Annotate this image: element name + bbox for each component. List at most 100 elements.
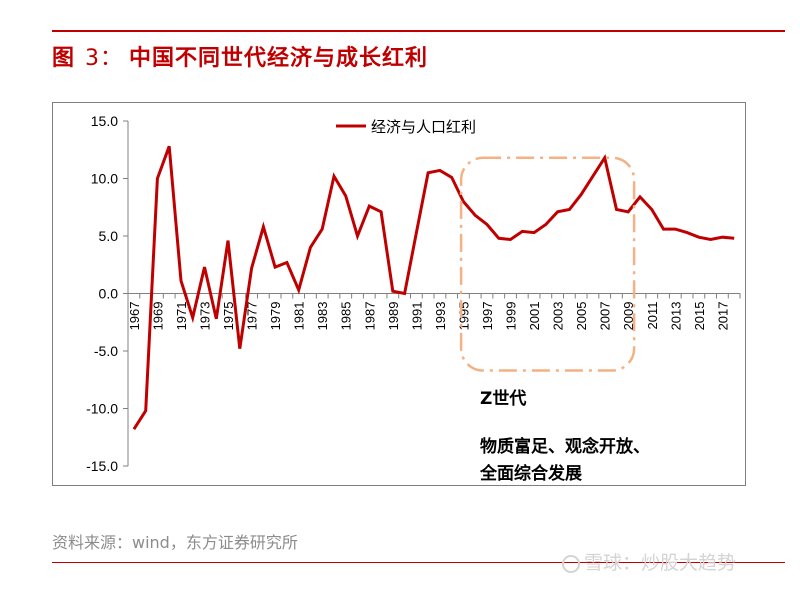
- x-tick-label: 1969: [150, 302, 165, 331]
- data-point: [262, 225, 265, 228]
- data-point: [380, 210, 383, 213]
- watermark: 雪球：炒股大趋势: [562, 548, 736, 575]
- data-point: [168, 145, 171, 148]
- data-point: [509, 238, 512, 241]
- data-point: [591, 175, 594, 178]
- data-point: [403, 292, 406, 295]
- data-point: [156, 177, 159, 180]
- y-tick-label: 10.0: [91, 171, 118, 187]
- data-point: [191, 316, 194, 319]
- data-point: [332, 175, 335, 178]
- data-point: [132, 428, 135, 431]
- x-tick-label: 1979: [268, 302, 283, 331]
- data-point: [686, 231, 689, 234]
- data-point: [709, 238, 712, 241]
- x-tick-label: 2001: [527, 302, 542, 331]
- data-point: [391, 290, 394, 293]
- data-point: [368, 205, 371, 208]
- x-tick-label: 2015: [692, 302, 707, 331]
- data-point: [179, 279, 182, 282]
- data-point: [274, 266, 277, 269]
- watermark-text: 雪球：炒股大趋势: [584, 552, 737, 574]
- data-point: [309, 246, 312, 249]
- data-point: [615, 208, 618, 211]
- data-point: [144, 409, 147, 412]
- x-tick-label: 2017: [715, 302, 730, 331]
- y-tick-label: -10.0: [86, 401, 118, 417]
- annotation-description: 物质富足、观念开放、: [480, 436, 650, 457]
- x-tick-label: 2013: [668, 302, 683, 331]
- bottom-rule: [52, 562, 785, 563]
- data-point: [544, 223, 547, 226]
- data-point: [650, 208, 653, 211]
- data-point: [415, 231, 418, 234]
- data-point: [450, 176, 453, 179]
- data-point: [321, 228, 324, 231]
- x-tick-label: 1983: [315, 302, 330, 331]
- figure-label: 图: [52, 46, 76, 71]
- data-point: [438, 169, 441, 172]
- data-point: [638, 195, 641, 198]
- data-point: [344, 194, 347, 197]
- x-tick-label: 1971: [174, 302, 189, 331]
- x-tick-label: 1993: [433, 302, 448, 331]
- x-tick-label: 1967: [127, 302, 142, 331]
- data-point: [474, 214, 477, 217]
- data-point: [662, 228, 665, 231]
- figure-title: 图 3： 中国不同世代经济与成长红利: [52, 40, 428, 72]
- data-point: [462, 200, 465, 203]
- x-tick-label: 1981: [292, 302, 307, 331]
- x-tick-label: 2011: [645, 302, 660, 330]
- data-point: [203, 266, 206, 269]
- data-point: [674, 228, 677, 231]
- x-tick-label: 1975: [221, 302, 236, 331]
- x-tick-label: 1977: [245, 302, 260, 331]
- data-point: [580, 193, 583, 196]
- x-tick-label: 2007: [598, 302, 613, 331]
- data-point: [485, 223, 488, 226]
- x-tick-label: 1987: [362, 302, 377, 331]
- x-tick-label: 1991: [409, 302, 424, 331]
- data-point: [697, 236, 700, 239]
- data-point: [533, 231, 536, 234]
- y-tick-label: 15.0: [91, 113, 118, 129]
- data-point: [285, 261, 288, 264]
- data-point: [356, 235, 359, 238]
- snowball-logo-icon: [562, 555, 580, 573]
- data-point: [238, 347, 241, 350]
- x-tick-label: 2003: [551, 302, 566, 331]
- top-rule: [52, 30, 785, 32]
- data-point: [250, 267, 253, 270]
- data-point: [497, 237, 500, 240]
- x-tick-label: 1985: [339, 302, 354, 331]
- y-tick-label: -5.0: [94, 343, 118, 359]
- x-tick-label: 1999: [504, 302, 519, 331]
- x-tick-label: 1973: [198, 302, 213, 331]
- x-tick-label: 1989: [386, 302, 401, 331]
- x-tick-label: 1995: [456, 302, 471, 331]
- data-point: [521, 230, 524, 233]
- annotation-label: Z世代: [480, 388, 526, 409]
- source-note: 资料来源：wind，东方证券研究所: [52, 533, 298, 552]
- data-point: [297, 289, 300, 292]
- series-line: [132, 145, 735, 431]
- data-point: [215, 317, 218, 320]
- data-point: [733, 237, 736, 240]
- y-tick-label: -15.0: [86, 458, 118, 474]
- data-point: [427, 171, 430, 174]
- data-point: [568, 208, 571, 211]
- x-tick-label: 1997: [480, 302, 495, 331]
- z-generation-box: [459, 156, 636, 372]
- legend-label: 经济与人口红利: [371, 118, 476, 136]
- data-point: [556, 210, 559, 213]
- figure-number: 3：: [85, 46, 124, 71]
- y-tick-label: 0.0: [99, 286, 119, 302]
- annotation-description: 全面综合发展: [479, 463, 582, 484]
- x-tick-label: 2009: [621, 302, 636, 331]
- data-point: [627, 210, 630, 213]
- y-tick-label: 5.0: [99, 228, 119, 244]
- data-point: [603, 156, 606, 159]
- data-point: [721, 236, 724, 239]
- data-point: [227, 239, 230, 242]
